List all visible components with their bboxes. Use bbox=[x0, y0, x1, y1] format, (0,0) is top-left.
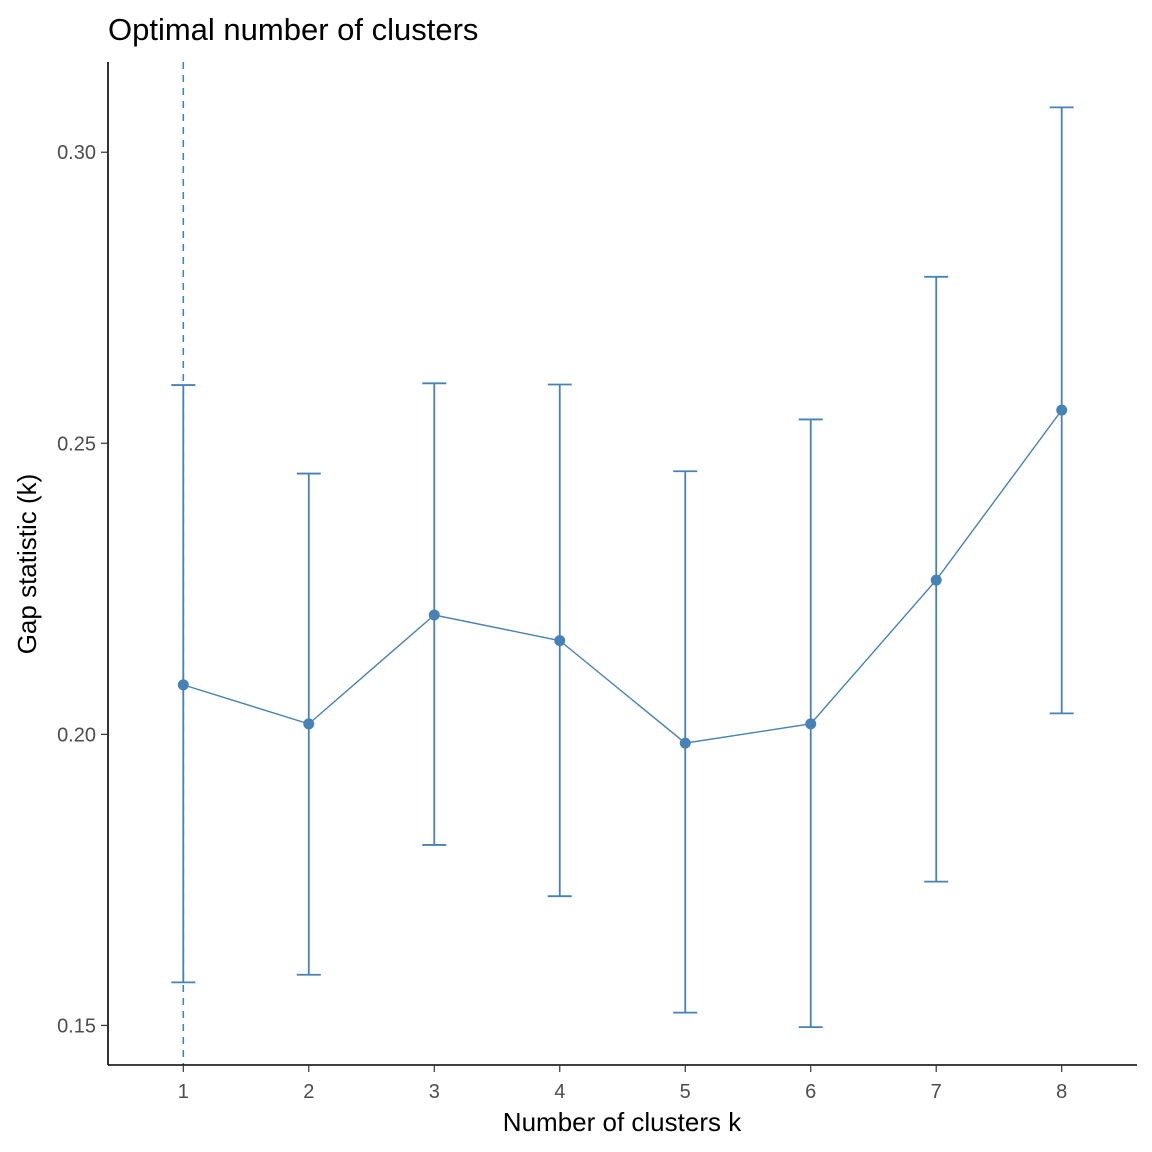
y-tick-label: 0.30 bbox=[57, 142, 96, 164]
x-ticks: 1 2 3 4 5 6 7 8 bbox=[178, 1065, 1067, 1103]
data-point bbox=[554, 635, 566, 647]
y-axis-title: Gap statistic (k) bbox=[12, 474, 42, 655]
data-point bbox=[428, 609, 440, 621]
x-tick-label: 5 bbox=[680, 1081, 691, 1103]
y-tick-label: 0.15 bbox=[57, 1015, 96, 1037]
x-axis: 1 2 3 4 5 6 7 8 bbox=[108, 1064, 1137, 1103]
x-tick-label: 2 bbox=[303, 1081, 314, 1103]
chart-title: Optimal number of clusters bbox=[108, 12, 478, 47]
error-bars bbox=[171, 106, 1074, 1029]
y-tick-label: 0.25 bbox=[57, 433, 96, 455]
data-point bbox=[805, 718, 817, 730]
x-tick-label: 8 bbox=[1056, 1081, 1067, 1103]
y-axis: 0.15 0.20 0.25 0.30 bbox=[57, 62, 109, 1065]
data-points bbox=[177, 404, 1068, 749]
data-point bbox=[177, 679, 189, 691]
x-tick-label: 4 bbox=[554, 1081, 565, 1103]
x-tick-label: 6 bbox=[805, 1081, 816, 1103]
plot-area bbox=[171, 62, 1074, 1065]
x-tick-label: 7 bbox=[931, 1081, 942, 1103]
y-ticks: 0.15 0.20 0.25 0.30 bbox=[57, 142, 108, 1037]
x-axis-title: Number of clusters k bbox=[503, 1107, 742, 1137]
data-point bbox=[303, 718, 315, 730]
x-tick-label: 3 bbox=[429, 1081, 440, 1103]
y-tick-label: 0.20 bbox=[57, 724, 96, 746]
data-point bbox=[679, 737, 691, 749]
data-point bbox=[930, 574, 942, 586]
series-line bbox=[183, 409, 1063, 744]
data-point bbox=[1056, 404, 1068, 416]
x-tick-label: 1 bbox=[178, 1081, 189, 1103]
